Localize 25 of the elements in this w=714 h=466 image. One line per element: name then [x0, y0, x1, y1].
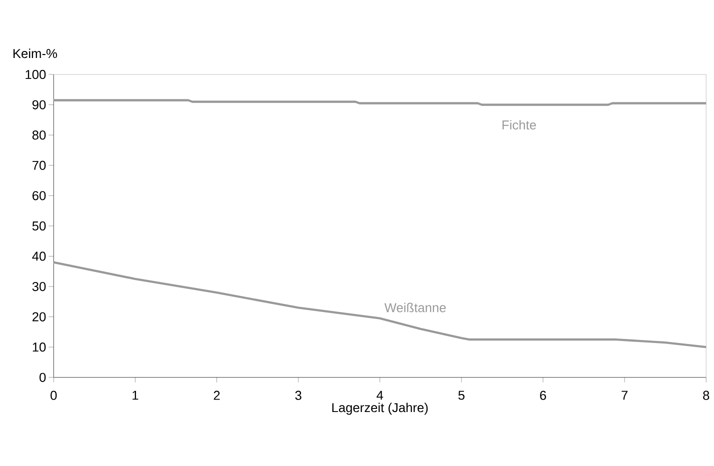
series-label: Fichte — [502, 120, 536, 130]
y-tick-label: 100 — [26, 70, 46, 80]
x-tick-label: 7 — [622, 390, 628, 400]
x-tick-label: 0 — [50, 390, 57, 400]
y-axis-title: Keim-% — [13, 48, 58, 58]
x-tick-label: 3 — [295, 390, 302, 400]
y-tick-label: 50 — [32, 221, 46, 231]
series-label: Weißtanne — [384, 302, 446, 312]
y-tick-label: 0 — [40, 372, 46, 382]
x-tick-label: 4 — [376, 390, 384, 400]
y-tick-label: 80 — [32, 130, 46, 140]
x-tick-label: 5 — [458, 390, 464, 400]
x-tick-label: 6 — [540, 390, 546, 400]
y-tick-label: 40 — [32, 252, 46, 261]
y-tick-label: 70 — [32, 160, 46, 170]
x-tick-label: 1 — [132, 390, 138, 400]
y-tick-label: 20 — [32, 312, 46, 322]
x-tick-label: 2 — [214, 390, 220, 400]
x-tick-label: 8 — [703, 390, 710, 400]
x-axis-title: Lagerzeit (Jahre) — [332, 402, 428, 415]
y-tick-label: 30 — [32, 282, 46, 292]
y-tick-label: 60 — [32, 191, 46, 200]
line-series — [52, 261, 708, 348]
y-tick-label: 90 — [32, 100, 46, 110]
y-tick-label: 10 — [32, 342, 46, 352]
